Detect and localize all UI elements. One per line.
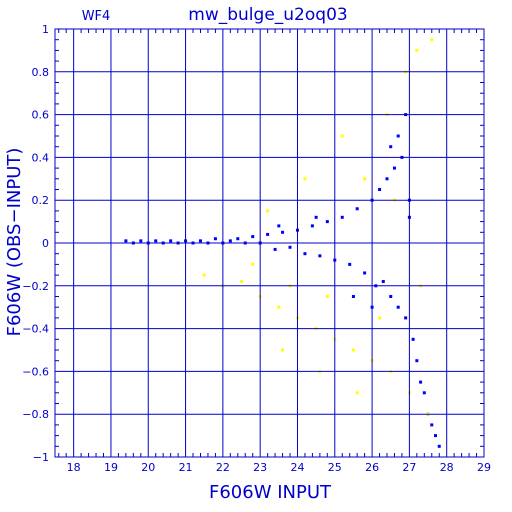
y-tick-label: 0.8 [32,66,50,79]
blue-point [198,239,202,243]
x-tick-label: 22 [216,461,230,474]
blue-point [385,177,389,181]
blue-point [228,239,232,243]
blue-point [381,280,385,284]
yellow-point [277,305,281,309]
x-tick-label: 24 [290,461,304,474]
x-axis-label: F606W INPUT [209,482,332,503]
blue-point [411,337,415,341]
y-tick-label: 1 [42,23,49,36]
yellow-point [378,316,382,320]
blue-point [404,316,408,320]
yellow-point [202,273,206,277]
yellow-point [266,209,270,213]
blue-point [273,247,277,251]
blue-point [392,166,396,170]
grid-layer [55,29,484,457]
y-tick-label: 0.2 [32,194,50,207]
blue-point [396,305,400,309]
yellow-point [363,177,367,181]
yellow-point [281,348,285,352]
blue-point [303,252,307,256]
blue-point [236,237,240,241]
plot-frame [54,28,485,458]
blue-point [318,254,322,258]
x-tick-label: 20 [141,461,155,474]
blue-point [396,134,400,138]
yellow-point [430,38,434,42]
y-tick-label: −0.2 [22,280,49,293]
yellow-point [351,348,355,352]
x-tick-label: 28 [440,461,454,474]
blue-point [281,230,285,234]
y-tick-label: −1 [33,451,49,464]
blue-point [348,262,352,266]
x-tick-label: 23 [253,461,267,474]
blue-point [415,359,419,363]
blue-point [437,444,441,448]
blue-point [139,239,143,243]
y-tick-label: −0.8 [22,408,49,421]
chart-title: mw_bulge_u2oq03 [188,5,347,25]
x-tick-label: 21 [179,461,193,474]
x-tick-label: 27 [402,461,416,474]
tick-layer: 18 19 20 21 22 23 24 25 26 27 28 29 1 0.8 0.6 0.4 0.2 0 −0… [22,23,491,474]
blue-point [422,391,426,395]
blue-point [124,239,128,243]
blue-point [277,224,281,228]
blue-point [340,215,344,219]
blue-point [213,237,217,241]
blue-point [154,239,158,243]
yellow-point [340,134,344,138]
yellow-point [240,280,244,284]
blue-point [419,380,423,384]
yellow-point [251,262,255,266]
blue-point [430,423,434,427]
x-tick-label: 25 [328,461,342,474]
yellow-point [325,295,329,298]
y-tick-label: −0.6 [22,365,49,378]
blue-point [325,220,329,224]
blue-point [389,295,393,298]
yellow-point [415,48,419,52]
x-tick-label: 26 [365,461,379,474]
blue-point [434,434,438,438]
yellow-point [355,391,359,395]
blue-point [266,232,270,236]
y-tick-label: −0.4 [22,323,49,336]
y-tick-label: 0.6 [32,109,50,122]
blue-point [363,271,367,275]
blue-point [169,239,173,243]
blue-point [378,188,382,191]
x-tick-label: 29 [477,461,491,474]
y-tick-label: 0.4 [32,151,50,164]
blue-point [351,295,355,298]
panel-label: WF4 [82,9,111,24]
blue-point [314,215,318,219]
yellow-point [303,177,307,181]
y-tick-label: 0 [42,237,49,250]
x-tick-label: 18 [67,461,81,474]
blue-point [251,235,255,239]
blue-point [355,207,359,211]
y-axis-label: F606W (OBS−INPUT) [4,148,25,337]
blue-point [288,245,292,249]
blue-point [310,224,314,228]
x-tick-label: 19 [104,461,118,474]
blue-point [389,145,393,149]
